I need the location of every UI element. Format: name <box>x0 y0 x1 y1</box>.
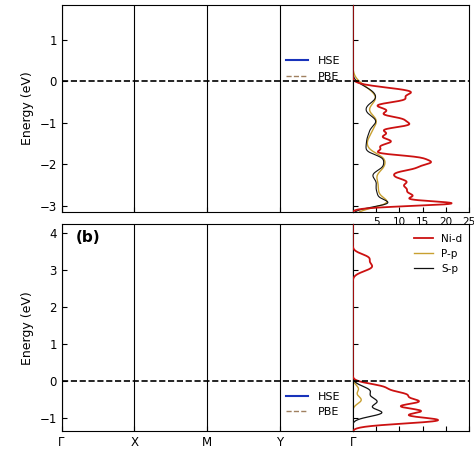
Y-axis label: Energy (eV): Energy (eV) <box>21 72 34 145</box>
Y-axis label: Energy (eV): Energy (eV) <box>21 291 34 365</box>
X-axis label: DOS (arbt. unit): DOS (arbt. unit) <box>364 232 458 245</box>
Legend: HSE, PBE: HSE, PBE <box>282 52 344 86</box>
Legend: Ni-d, P-p, S-p: Ni-d, P-p, S-p <box>410 229 466 278</box>
Legend: HSE, PBE: HSE, PBE <box>282 387 344 422</box>
Text: (b): (b) <box>76 230 101 246</box>
